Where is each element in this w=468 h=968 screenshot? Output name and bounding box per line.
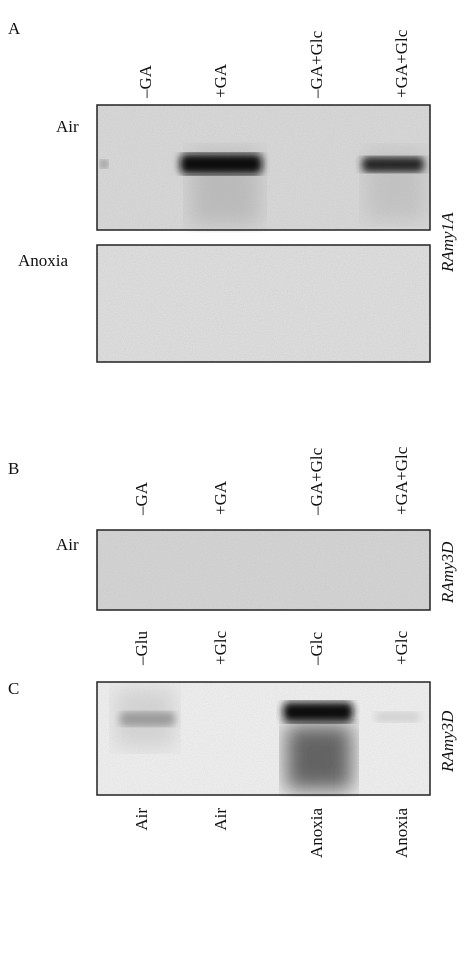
lane-label: +Glc bbox=[392, 630, 411, 665]
gene-label: RAmy3D bbox=[438, 710, 457, 773]
blot-texture bbox=[97, 530, 430, 610]
blot-frame bbox=[96, 244, 431, 363]
blot bbox=[96, 681, 431, 796]
panel-a: A –GA +GA –GA+Glc +GA+Glc Air Anoxia RAm… bbox=[8, 19, 457, 363]
lane-label: –Glu bbox=[132, 631, 151, 667]
blot-texture bbox=[97, 245, 430, 362]
condition-label: Anoxia bbox=[307, 808, 326, 859]
gene-label: RAmy1A bbox=[438, 212, 457, 273]
lane-label: –Glc bbox=[307, 632, 326, 667]
condition-label: Air bbox=[132, 808, 151, 831]
lane-label: +GA+Glc bbox=[392, 29, 411, 98]
lane-label: –GA+Glc bbox=[307, 447, 326, 516]
panel-label: B bbox=[8, 459, 19, 478]
blot bbox=[96, 104, 431, 231]
panel-label: C bbox=[8, 679, 19, 698]
lane-label: –GA bbox=[132, 481, 151, 516]
blot bbox=[96, 529, 431, 611]
band bbox=[180, 154, 262, 174]
gene-label: RAmy3D bbox=[438, 541, 457, 604]
lane-label: –GA bbox=[136, 64, 155, 99]
condition-label: Air bbox=[211, 808, 230, 831]
panel-c: C –Glu +Glc –Glc +Glc RAmy3D Air Air Ano… bbox=[8, 630, 457, 858]
lane-label: +GA+Glc bbox=[392, 446, 411, 515]
lane-label: –GA+Glc bbox=[307, 30, 326, 99]
row-label: Air bbox=[56, 117, 79, 136]
band bbox=[375, 712, 420, 722]
panel-b: B –GA +GA –GA+Glc +GA+Glc Air RAmy3D bbox=[8, 446, 457, 611]
lane-label: +GA bbox=[211, 63, 230, 98]
row-label: Anoxia bbox=[18, 251, 69, 270]
smear bbox=[286, 725, 352, 790]
blot bbox=[96, 244, 431, 363]
lane-label: +GA bbox=[211, 480, 230, 515]
spot bbox=[100, 160, 108, 168]
band bbox=[283, 702, 353, 722]
blot-frame bbox=[96, 104, 431, 231]
panel-label: A bbox=[8, 19, 21, 38]
lane-label: +Glc bbox=[211, 630, 230, 665]
row-label: Air bbox=[56, 535, 79, 554]
blot-frame bbox=[96, 681, 431, 796]
band bbox=[120, 712, 175, 726]
blot-frame bbox=[96, 529, 431, 611]
condition-label: Anoxia bbox=[392, 808, 411, 859]
band bbox=[362, 157, 424, 172]
